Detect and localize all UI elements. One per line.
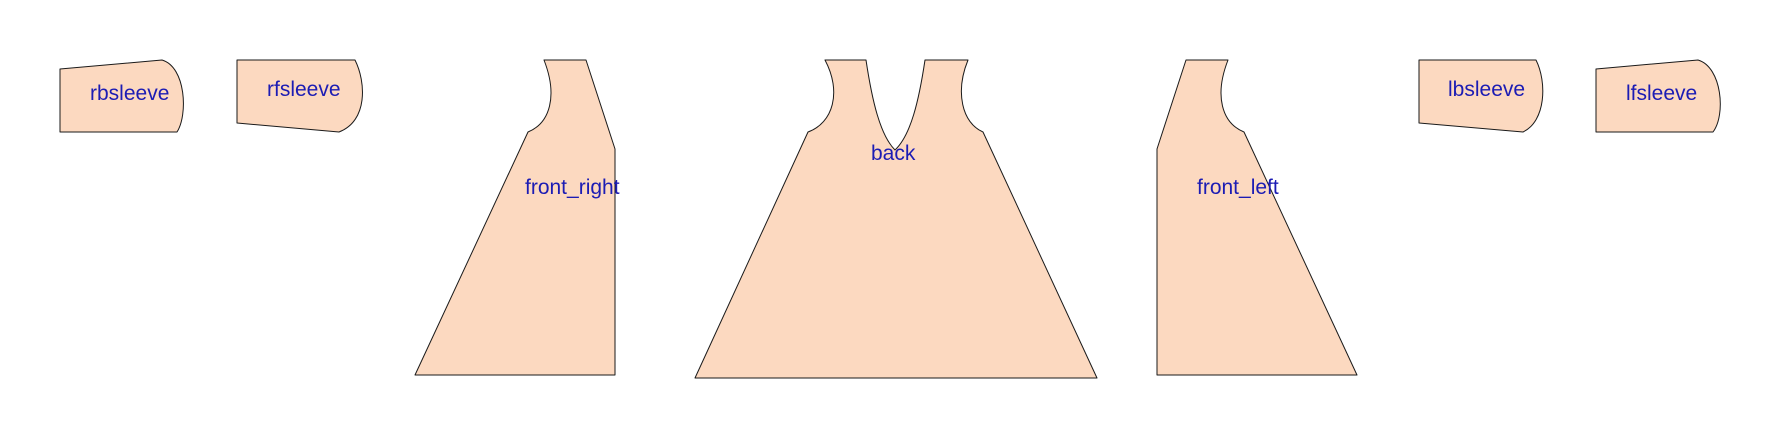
panel-rbsleeve: rbsleeve <box>59 59 184 133</box>
panel-lfsleeve-label: lfsleeve <box>1626 82 1697 105</box>
panel-rfsleeve-shape <box>236 59 363 133</box>
panel-rfsleeve-label: rfsleeve <box>267 78 341 101</box>
panel-lfsleeve: lfsleeve <box>1595 59 1721 133</box>
panel-front-right-label: front_right <box>525 176 620 199</box>
panel-rbsleeve-shape <box>59 59 184 133</box>
panel-lbsleeve-label: lbsleeve <box>1448 78 1525 101</box>
panel-back-label: back <box>871 142 916 165</box>
panel-front-right-shape <box>414 59 616 376</box>
panel-lbsleeve-shape <box>1418 59 1544 133</box>
panel-front-left-label: front_left <box>1197 176 1279 199</box>
panel-back: back <box>694 59 1098 379</box>
panel-front-left: front_left <box>1156 59 1358 376</box>
panel-rfsleeve: rfsleeve <box>236 59 363 133</box>
panel-lbsleeve: lbsleeve <box>1418 59 1544 133</box>
panel-front-right: front_right <box>414 59 620 376</box>
panel-rbsleeve-label: rbsleeve <box>90 82 169 105</box>
panel-lfsleeve-shape <box>1595 59 1721 133</box>
panel-front-left-shape <box>1156 59 1358 376</box>
panel-back-shape <box>694 59 1098 379</box>
